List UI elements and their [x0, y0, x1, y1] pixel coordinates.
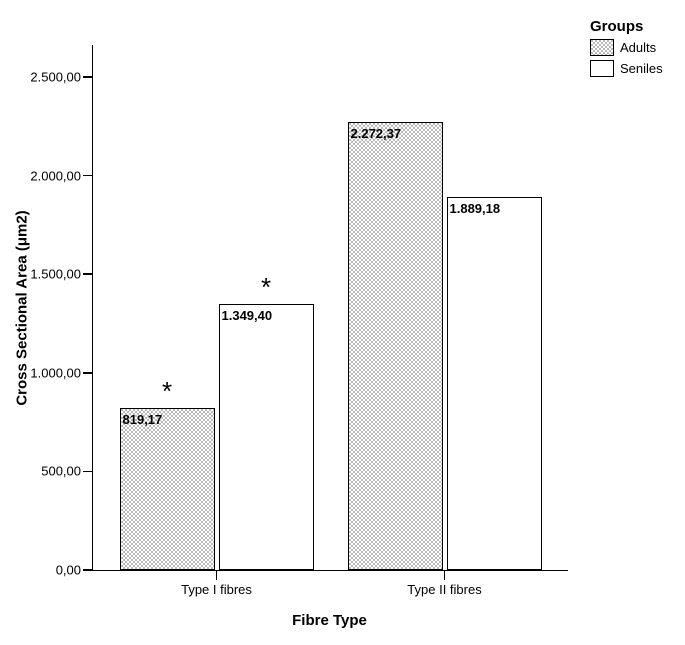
- y-axis-title: Cross Sectional Area (μm2): [14, 210, 31, 405]
- bar-value-label: 819,17: [123, 412, 163, 427]
- legend: Groups Adults Seniles: [590, 18, 663, 77]
- x-tick: [216, 570, 218, 580]
- legend-label: Adults: [620, 40, 656, 55]
- bar: [219, 304, 314, 570]
- y-tick: [83, 372, 93, 374]
- y-tick-label: 2.000,00: [30, 168, 81, 183]
- legend-label: Seniles: [620, 61, 663, 76]
- y-tick: [83, 273, 93, 275]
- bar: [348, 122, 443, 570]
- bar-value-label: 1.889,18: [450, 201, 501, 216]
- x-tick-label: Type II fibres: [407, 582, 481, 597]
- y-tick-label: 0,00: [56, 563, 81, 578]
- bar: [447, 197, 542, 570]
- x-tick-label: Type I fibres: [181, 582, 252, 597]
- bar: [120, 408, 215, 570]
- x-tick: [444, 570, 446, 580]
- bar-annotation: *: [261, 272, 271, 303]
- y-tick-label: 1.500,00: [30, 267, 81, 282]
- legend-swatch-adults: [590, 39, 614, 56]
- legend-item-adults: Adults: [590, 39, 663, 56]
- legend-item-seniles: Seniles: [590, 60, 663, 77]
- legend-swatch-seniles: [590, 60, 614, 77]
- plot-area: 0,00500,001.000,001.500,002.000,002.500,…: [92, 45, 568, 571]
- bar-value-label: 2.272,37: [351, 126, 402, 141]
- bar-annotation: *: [162, 376, 172, 407]
- x-axis-title: Fibre Type: [292, 612, 367, 629]
- legend-title: Groups: [590, 18, 663, 35]
- chart-container: Groups Adults Seniles 0,00500,001.000,00…: [0, 0, 685, 645]
- y-tick: [83, 569, 93, 571]
- y-tick-label: 500,00: [41, 464, 81, 479]
- y-tick: [83, 76, 93, 78]
- y-tick: [83, 175, 93, 177]
- y-tick-label: 2.500,00: [30, 70, 81, 85]
- y-tick: [83, 471, 93, 473]
- y-tick-label: 1.000,00: [30, 365, 81, 380]
- bar-value-label: 1.349,40: [222, 308, 273, 323]
